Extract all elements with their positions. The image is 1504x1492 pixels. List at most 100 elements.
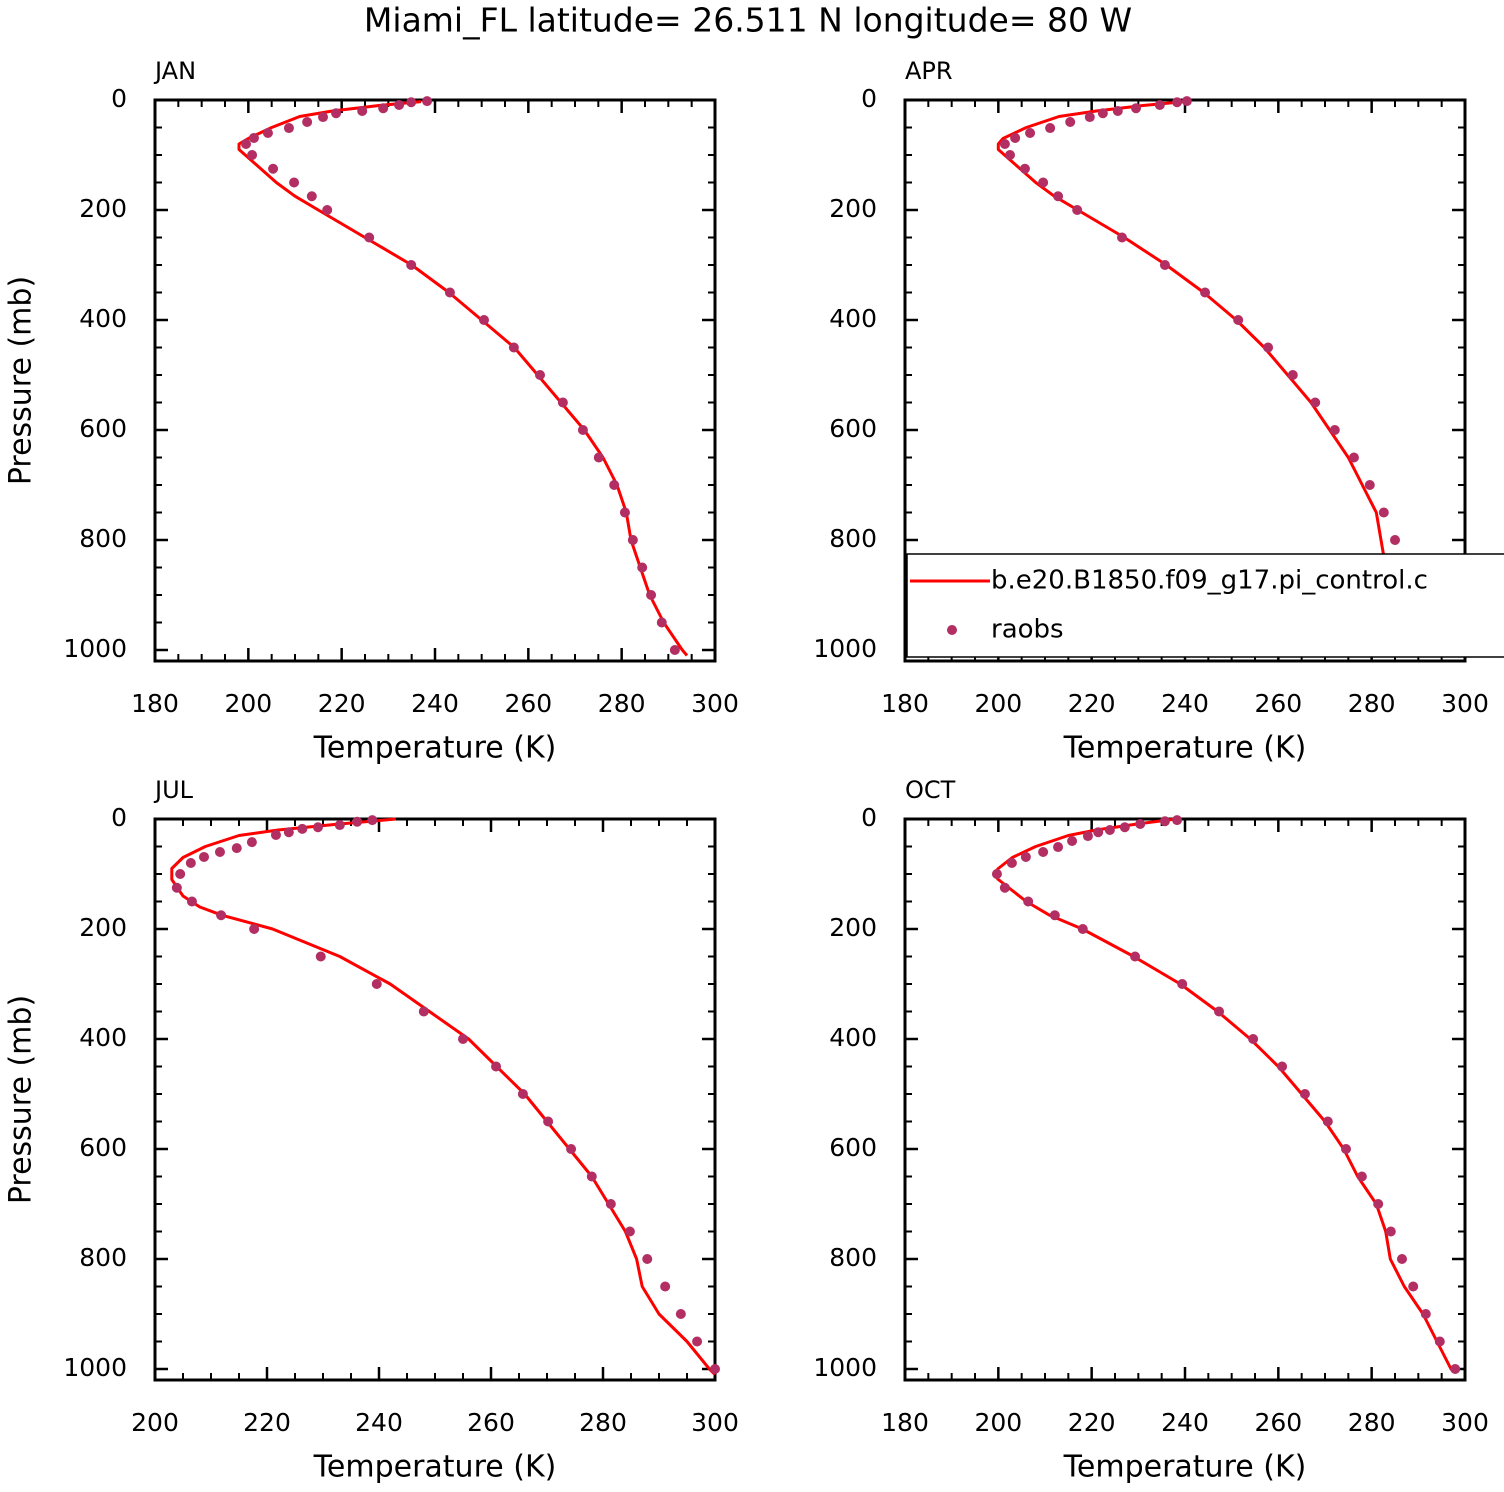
data-point xyxy=(418,1006,429,1017)
panel-title: OCT xyxy=(905,776,956,804)
data-point xyxy=(1025,128,1036,138)
data-point xyxy=(318,112,328,123)
data-point xyxy=(171,882,182,893)
x-tick-label: 180 xyxy=(131,689,179,718)
data-point xyxy=(1072,205,1083,215)
y-tick-label: 600 xyxy=(79,1133,127,1162)
x-tick-label: 180 xyxy=(881,689,929,718)
y-tick-label: 400 xyxy=(829,304,877,333)
x-tick-label: 260 xyxy=(504,689,552,718)
y-tick-label: 0 xyxy=(861,803,877,832)
data-point xyxy=(1373,1199,1384,1209)
data-point xyxy=(669,645,680,655)
data-point xyxy=(1154,99,1165,110)
y-tick-label: 200 xyxy=(829,913,877,942)
y-tick-label: 600 xyxy=(79,414,127,443)
plot-frame xyxy=(153,98,717,663)
data-line xyxy=(170,817,717,1376)
legend-marker xyxy=(947,625,957,635)
data-point xyxy=(422,96,433,107)
data-point xyxy=(262,128,273,138)
panel-title: JAN xyxy=(153,57,196,85)
data-point xyxy=(1385,1226,1396,1237)
data-point xyxy=(1093,827,1104,838)
data-point xyxy=(312,822,323,833)
y-tick-label: 200 xyxy=(79,194,127,223)
data-point xyxy=(1408,1281,1419,1292)
data-point xyxy=(406,260,417,270)
data-point xyxy=(1053,191,1064,202)
x-tick-label: 220 xyxy=(1068,689,1116,718)
y-axis-label: Pressure (mb) xyxy=(4,995,39,1204)
data-point xyxy=(371,979,382,989)
data-point xyxy=(1348,452,1359,463)
data-line xyxy=(237,100,689,657)
data-point xyxy=(1065,117,1076,127)
data-point xyxy=(247,150,258,160)
data-point xyxy=(593,452,604,463)
data-point xyxy=(1277,1061,1288,1072)
panel-title: APR xyxy=(905,57,953,85)
x-tick-label: 200 xyxy=(131,1408,179,1437)
data-point xyxy=(1200,287,1211,298)
x-tick-label: 240 xyxy=(411,689,459,718)
y-tick-label: 800 xyxy=(829,524,877,553)
data-point xyxy=(444,287,455,298)
y-tick-label: 200 xyxy=(79,913,127,942)
data-point xyxy=(283,827,294,838)
x-tick-label: 240 xyxy=(1161,1408,1209,1437)
data-point xyxy=(1356,1171,1367,1182)
data-point xyxy=(1390,535,1400,545)
x-tick-label: 200 xyxy=(224,689,272,718)
data-point xyxy=(609,480,620,490)
data-point xyxy=(479,315,489,325)
data-point xyxy=(1053,842,1064,853)
data-point xyxy=(1310,397,1321,408)
data-point xyxy=(675,1309,686,1319)
y-tick-label: 800 xyxy=(79,524,127,553)
x-tick-label: 300 xyxy=(691,689,739,718)
data-point xyxy=(491,1061,502,1072)
x-tick-label: 220 xyxy=(318,689,366,718)
data-point xyxy=(637,562,648,573)
data-point xyxy=(1378,507,1389,518)
y-tick-label: 800 xyxy=(829,1243,877,1272)
data-point xyxy=(394,99,405,110)
data-point xyxy=(297,823,308,834)
data-point xyxy=(322,205,333,215)
data-point xyxy=(1020,851,1031,862)
legend-label: b.e20.B1850.f09_g17.pi_control.c xyxy=(991,566,1428,596)
figure-title: Miami_FL latitude= 26.511 N longitude= 8… xyxy=(364,1,1132,40)
data-point xyxy=(458,1034,468,1044)
y-tick-label: 600 xyxy=(829,414,877,443)
x-tick-label: 300 xyxy=(691,1408,739,1437)
x-tick-label: 220 xyxy=(1068,1408,1116,1437)
data-point xyxy=(1112,106,1123,116)
data-point xyxy=(1177,979,1188,989)
x-tick-label: 180 xyxy=(881,1408,929,1437)
y-tick-label: 0 xyxy=(111,803,127,832)
x-tick-label: 280 xyxy=(598,689,646,718)
data-point xyxy=(334,820,345,831)
data-point xyxy=(270,829,281,840)
y-tick-label: 1000 xyxy=(813,1353,877,1382)
data-point xyxy=(1117,232,1127,243)
y-tick-label: 0 xyxy=(111,84,127,113)
data-point xyxy=(283,123,294,134)
y-tick-label: 1000 xyxy=(813,634,877,663)
data-point xyxy=(1082,831,1093,842)
y-tick-label: 0 xyxy=(861,84,877,113)
data-point xyxy=(1104,825,1115,835)
data-point xyxy=(241,139,251,149)
data-point xyxy=(1287,370,1298,380)
data-point xyxy=(991,869,1002,879)
data-point xyxy=(289,177,300,188)
x-tick-label: 280 xyxy=(1348,689,1396,718)
data-point xyxy=(660,1281,671,1292)
data-point xyxy=(406,97,417,108)
data-point xyxy=(1067,836,1078,846)
x-axis-label: Temperature (K) xyxy=(1063,731,1307,766)
data-point xyxy=(543,1116,554,1127)
plot-frame xyxy=(153,817,717,1382)
y-tick-label: 600 xyxy=(829,1133,877,1162)
